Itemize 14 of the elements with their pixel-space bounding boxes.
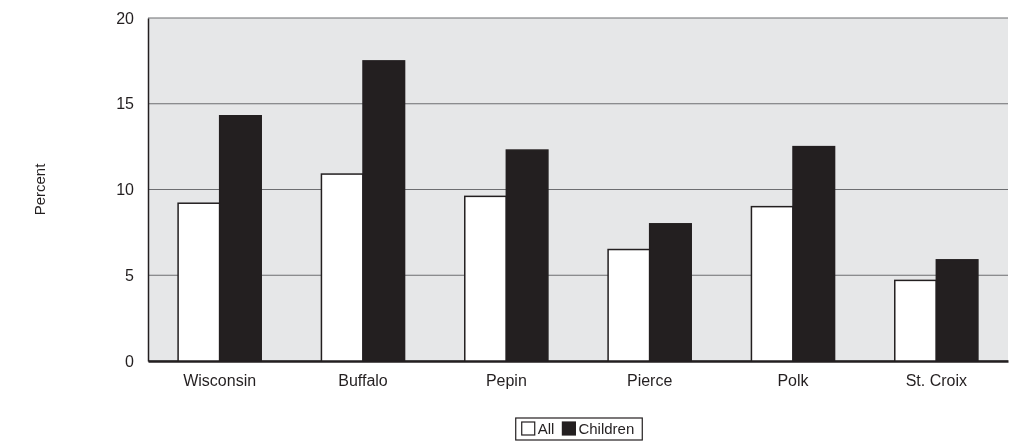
x-tick-label: Polk xyxy=(777,372,810,390)
y-axis-title: Percent xyxy=(31,162,48,216)
y-tick-label: 15 xyxy=(116,95,135,113)
legend-label: All xyxy=(537,420,555,437)
y-tick-label: 20 xyxy=(116,9,135,27)
legend-label: Children xyxy=(578,420,635,437)
y-tick-label: 5 xyxy=(125,266,135,284)
y-tick-label: 10 xyxy=(116,181,135,199)
x-tick-label: St. Croix xyxy=(905,372,968,390)
x-tick-label: Buffalo xyxy=(338,372,388,390)
x-tick-label: Pepin xyxy=(485,372,527,390)
x-tick-label: Pierce xyxy=(626,372,673,390)
y-tick-label: 0 xyxy=(125,352,135,370)
x-tick-label: Wisconsin xyxy=(183,372,257,390)
